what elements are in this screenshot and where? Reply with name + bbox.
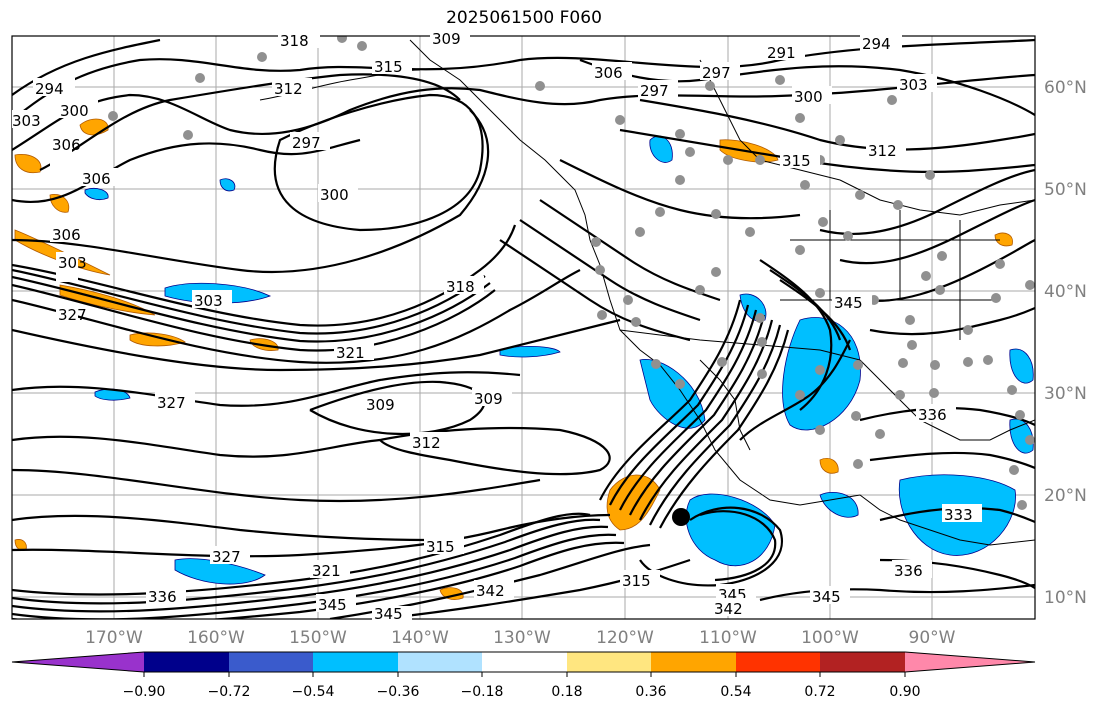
contour-label: 306	[52, 136, 81, 154]
contour-label: 297	[292, 134, 321, 152]
contour-label: 291	[767, 44, 796, 62]
contour-label: 342	[476, 582, 505, 600]
colorbar-tick-label: 0.54	[720, 684, 751, 700]
contour-label: 312	[868, 142, 897, 160]
contour-label: 303	[194, 292, 223, 310]
lat-label-10n: 10°N	[1044, 588, 1087, 608]
contour-label: 327	[212, 548, 241, 566]
contour-label: 333	[944, 506, 973, 524]
contour-label: 315	[622, 572, 651, 590]
colorbar-bin	[482, 652, 567, 672]
contour-label: 312	[274, 80, 303, 98]
contour-label: 327	[58, 306, 87, 324]
contour-label: 306	[82, 170, 111, 188]
contour-label: 300	[320, 186, 349, 204]
contour-label: 345	[834, 294, 863, 312]
colorbar-bin	[567, 652, 651, 672]
contour-label: 315	[374, 58, 403, 76]
contour-label: 294	[35, 80, 64, 98]
lon-label-110w: 110°W	[699, 628, 757, 648]
lat-label-30n: 30°N	[1044, 384, 1087, 404]
contour-label: 303	[12, 112, 41, 130]
colorbar: −0.90 −0.72 −0.54 −0.36 −0.18 0.18 0.36 …	[11, 651, 1036, 700]
contour-label: 309	[366, 396, 395, 414]
colorbar-tick-label: −0.18	[461, 684, 504, 700]
colorbar-tick-label: 0.90	[889, 684, 920, 700]
map-area	[12, 36, 1035, 619]
contour-label: 315	[426, 538, 455, 556]
colorbar-extend-high	[905, 652, 1035, 672]
lat-label-60n: 60°N	[1044, 78, 1087, 98]
colorbar-bin	[313, 652, 398, 672]
colorbar-extend-low	[12, 652, 144, 672]
lat-label-40n: 40°N	[1044, 282, 1087, 302]
map-title: 2025061500 F060	[446, 8, 602, 28]
lon-label-160w: 160°W	[187, 628, 245, 648]
lon-label-100w: 100°W	[801, 628, 859, 648]
negative-shading	[84, 135, 1034, 585]
contour-label: 336	[918, 406, 947, 424]
map-frame	[11, 35, 1036, 620]
colorbar-bin	[144, 652, 229, 672]
contour-label: 345	[374, 605, 403, 623]
contour-label: 321	[336, 344, 365, 362]
lon-label-130w: 130°W	[493, 628, 551, 648]
contour-label: 297	[640, 82, 669, 100]
contour-label: 306	[594, 64, 623, 82]
colorbar-bin	[229, 652, 313, 672]
colorbar-tick-label: −0.36	[377, 684, 420, 700]
colorbar-tick-label: −0.72	[208, 684, 251, 700]
colorbar-bin	[736, 652, 820, 672]
colorbar-tick-label: −0.90	[123, 684, 166, 700]
lon-label-140w: 140°W	[391, 628, 449, 648]
colorbar-bin	[398, 652, 482, 672]
contour-label: 315	[782, 152, 811, 170]
colorbar-bin	[820, 652, 905, 672]
station-markers	[108, 36, 1035, 510]
contour-label: 318	[280, 32, 309, 50]
colorbar-tick-label: 0.72	[804, 684, 835, 700]
lon-label-90w: 90°W	[909, 628, 956, 648]
lon-label-150w: 150°W	[289, 628, 347, 648]
contour-label: 342	[714, 600, 743, 618]
contour-label: 297	[702, 64, 731, 82]
map-content	[12, 36, 1035, 619]
contour-label: 303	[58, 254, 87, 272]
contour-label: 345	[812, 588, 841, 606]
contour-label: 306	[52, 226, 81, 244]
contour-label: 309	[474, 390, 503, 408]
contour-label: 294	[862, 35, 891, 53]
contour-label: 318	[446, 278, 475, 296]
contour-lines	[12, 38, 1035, 619]
longitude-labels: 170°W 160°W 150°W 140°W 130°W 120°W 110°…	[85, 628, 956, 648]
colorbar-bin	[651, 652, 736, 672]
latitude-labels: 60°N 50°N 40°N 30°N 20°N 10°N	[1044, 78, 1087, 608]
contour-label: 345	[318, 596, 347, 614]
contour-label-group: 318 309 291 294 297 294 315 306 297 300 …	[12, 30, 982, 623]
contour-label: 312	[412, 434, 441, 452]
contour-label: 309	[432, 30, 461, 48]
lat-label-50n: 50°N	[1044, 180, 1087, 200]
storm-center-marker	[672, 508, 690, 526]
contour-label: 336	[894, 562, 923, 580]
contour-label: 336	[148, 588, 177, 606]
colorbar-tick-label: 0.18	[551, 684, 582, 700]
contour-label: 300	[60, 102, 89, 120]
colorbar-tick-label: 0.36	[635, 684, 666, 700]
contour-label: 327	[157, 394, 186, 412]
colorbar-tick-label: −0.54	[292, 684, 335, 700]
lon-label-120w: 120°W	[596, 628, 654, 648]
contour-label: 300	[794, 88, 823, 106]
contour-label: 321	[312, 562, 341, 580]
contour-label: 303	[899, 76, 928, 94]
lat-label-20n: 20°N	[1044, 486, 1087, 506]
lon-label-170w: 170°W	[85, 628, 143, 648]
